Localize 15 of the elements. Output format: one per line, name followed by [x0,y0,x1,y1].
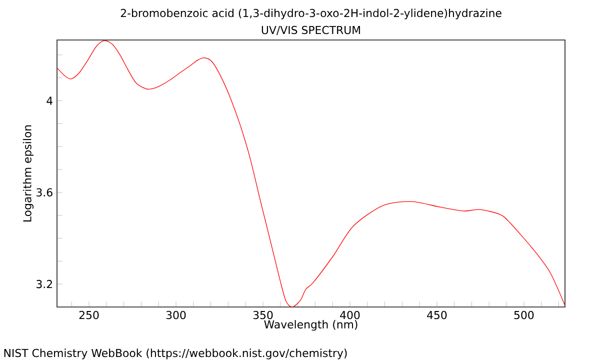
y-tick-label: 3.6 [36,188,52,197]
x-tick-label: 500 [514,310,534,320]
chart-title: 2-bromobenzoic acid (1,3-dihydro-3-oxo-2H-indol-2-ylidene)hydrazine [120,8,502,20]
x-tick-label: 300 [166,310,186,320]
y-tick-label: 4 [46,96,52,105]
x-axis-title: Wavelength (nm) [264,320,358,331]
chart-subtitle: UV/VIS SPECTRUM [262,26,360,36]
y-axis-title: Logarithm epsilon [22,125,34,222]
x-tick-label: 350 [253,310,273,320]
line-series [57,40,565,307]
x-tick-label: 250 [79,310,99,320]
text: NIST Chemistry WebBook (https://webbook.nist.gov/chemistry) [4,348,347,360]
y-tick-label: 3.2 [36,280,52,288]
x-tick-label: 450 [427,310,447,320]
x-tick-label: 400 [340,310,360,320]
